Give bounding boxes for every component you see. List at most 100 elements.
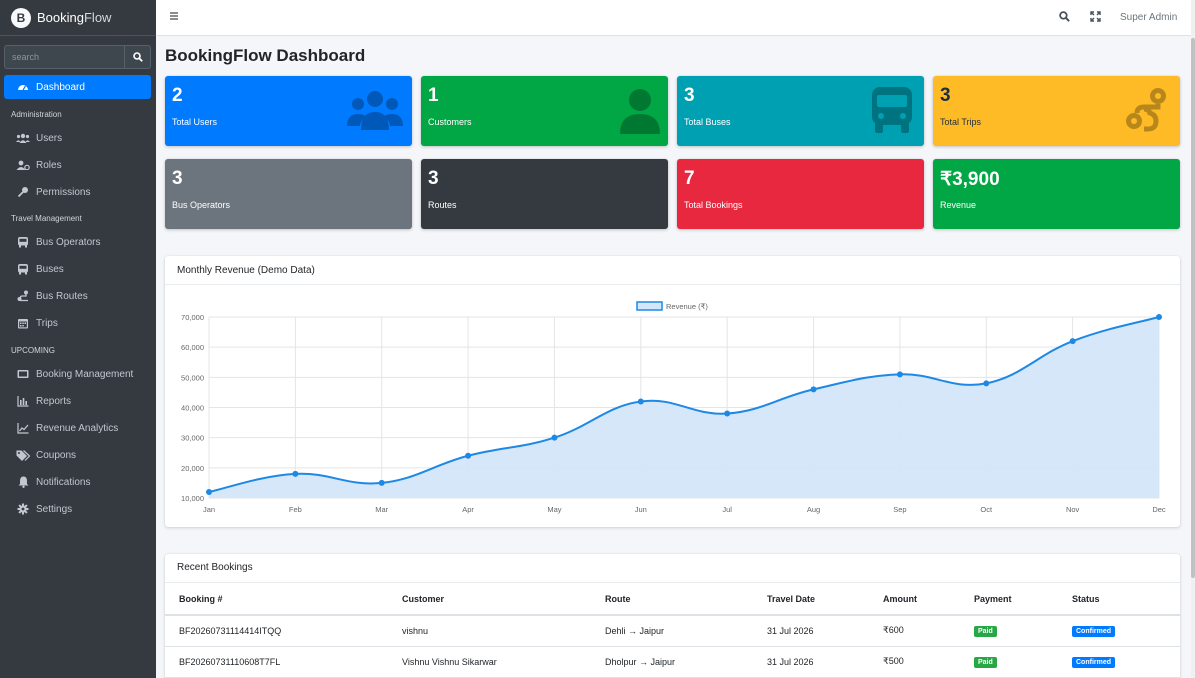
sidebar-item-reports[interactable]: Reports bbox=[4, 389, 151, 413]
card-header bbox=[165, 256, 1180, 285]
y-tick-label: 70,000 bbox=[181, 313, 204, 322]
sidebar-item-buses[interactable]: Buses bbox=[4, 257, 151, 281]
status-badge: Confirmed bbox=[1072, 625, 1115, 637]
sidebar-item-trips[interactable]: Trips bbox=[4, 311, 151, 335]
sidebar-item-booking-management[interactable]: Booking Management bbox=[4, 362, 151, 386]
x-tick-label: Aug bbox=[807, 505, 820, 514]
sidebar-item-label: Notifications bbox=[36, 476, 91, 488]
revenue-series-line bbox=[208, 316, 1160, 493]
booking-id: BF20260731114414ITQQ bbox=[165, 615, 388, 647]
payment-badge: Paid bbox=[974, 656, 997, 668]
x-tick-label: Nov bbox=[1066, 505, 1080, 514]
sidebar-item-label: Roles bbox=[36, 159, 62, 171]
stat-label: Customers bbox=[428, 117, 472, 127]
sidebar-item-users[interactable]: Users bbox=[4, 126, 151, 150]
page-title: BookingFlow Dashboard bbox=[165, 46, 366, 65]
x-tick-label: Jul bbox=[722, 505, 732, 514]
data-point bbox=[551, 434, 558, 441]
legend-swatch bbox=[636, 301, 663, 311]
stat-card-bus-operators[interactable]: 3 Bus Operators bbox=[165, 159, 412, 229]
roles-icon bbox=[16, 159, 30, 171]
status-cell: Confirmed bbox=[1058, 615, 1180, 647]
route: Dehli → Jaipur bbox=[591, 615, 753, 647]
x-tick-label: Dec bbox=[1152, 505, 1166, 514]
x-tick-label: Jan bbox=[203, 505, 215, 514]
recent-bookings-card: Recent Bookings Booking # Customer Route… bbox=[165, 554, 1180, 678]
stat-card-total-buses[interactable]: 3 Total Buses bbox=[677, 76, 924, 146]
sidebar-item-dashboard[interactable]: Dashboard bbox=[4, 75, 151, 99]
stat-label: Total Bookings bbox=[684, 200, 743, 210]
gear-icon bbox=[16, 503, 30, 515]
bus-icon bbox=[872, 87, 912, 133]
amount: ₹500 bbox=[869, 646, 960, 678]
sidebar-item-bus-operators[interactable]: Bus Operators bbox=[4, 230, 151, 254]
x-tick-label: Oct bbox=[980, 505, 993, 514]
stat-label: Bus Operators bbox=[172, 200, 231, 210]
users-icon bbox=[16, 132, 30, 144]
y-tick-label: 10,000 bbox=[181, 494, 204, 503]
sidebar-search bbox=[4, 45, 151, 69]
search-icon bbox=[1059, 11, 1070, 22]
sidebar-item-label: Permissions bbox=[36, 186, 91, 198]
travel-date: 31 Jul 2026 bbox=[753, 615, 869, 647]
sidebar-item-label: Bus Routes bbox=[36, 290, 88, 302]
y-tick-label: 40,000 bbox=[181, 404, 204, 413]
table-row[interactable]: BF20260731114414ITQQ vishnu Dehli → Jaip… bbox=[165, 615, 1180, 647]
sidebar-item-roles[interactable]: Roles bbox=[4, 153, 151, 177]
sidebar-search-button[interactable] bbox=[124, 45, 151, 69]
navbar-search-button[interactable] bbox=[1059, 11, 1070, 25]
ticket-icon bbox=[16, 368, 30, 380]
data-point bbox=[1156, 314, 1162, 320]
column-header: Amount bbox=[869, 584, 960, 616]
card-title: Recent Bookings bbox=[177, 562, 253, 573]
sidebar-item-permissions[interactable]: Permissions bbox=[4, 180, 151, 204]
stat-card-routes[interactable]: 3 Routes bbox=[421, 159, 668, 229]
sidebar-item-label: Settings bbox=[36, 503, 73, 515]
x-tick-label: Jun bbox=[635, 505, 647, 514]
column-header: Payment bbox=[960, 584, 1058, 616]
sidebar-item-label: Trips bbox=[36, 317, 58, 329]
scrollbar-thumb[interactable] bbox=[1191, 38, 1195, 578]
page-scrollbar[interactable] bbox=[1191, 0, 1195, 678]
top-navbar: Super Admin bbox=[156, 0, 1195, 36]
menu-toggle-button[interactable] bbox=[169, 11, 179, 24]
sidebar-search-input[interactable] bbox=[4, 45, 124, 69]
nav-header-upcoming: UPCOMING bbox=[11, 346, 55, 355]
bar-chart-icon bbox=[16, 395, 30, 407]
status-cell: Confirmed bbox=[1058, 646, 1180, 678]
stat-card-total-users[interactable]: 2 Total Users bbox=[165, 76, 412, 146]
stat-card-total-bookings[interactable]: 7 Total Bookings bbox=[677, 159, 924, 229]
sidebar-item-notifications[interactable]: Notifications bbox=[4, 470, 151, 494]
key-icon bbox=[16, 186, 30, 198]
revenue-chart-card: Monthly Revenue (Demo Data) 10,000 20,000… bbox=[165, 256, 1180, 527]
payment-cell: Paid bbox=[960, 615, 1058, 647]
x-tick-label: Sep bbox=[893, 505, 906, 514]
stat-card-revenue[interactable]: ₹3,900 Revenue bbox=[933, 159, 1180, 229]
stat-card-total-trips[interactable]: 3 Total Trips bbox=[933, 76, 1180, 146]
customer-name: Vishnu Vishnu Sikarwar bbox=[388, 646, 591, 678]
revenue-line-chart: 10,000 20,000 30,000 40,000 50,000 60,000 70,0… bbox=[181, 301, 1166, 514]
user-menu[interactable]: Super Admin bbox=[1120, 12, 1178, 23]
stat-card-customers[interactable]: 1 Customers bbox=[421, 76, 668, 146]
table-row[interactable]: BF20260731110608T7FL Vishnu Vishnu Sikar… bbox=[165, 646, 1180, 678]
x-tick-label: Feb bbox=[289, 505, 302, 514]
sidebar-item-label: Coupons bbox=[36, 449, 77, 461]
sidebar-item-bus-routes[interactable]: Bus Routes bbox=[4, 284, 151, 308]
sidebar-item-label: Booking Management bbox=[36, 368, 134, 380]
stat-label: Total Trips bbox=[940, 117, 982, 127]
column-header: Booking # bbox=[165, 584, 388, 616]
column-header: Travel Date bbox=[753, 584, 869, 616]
bus-icon bbox=[16, 236, 30, 248]
search-icon bbox=[132, 52, 143, 62]
sidebar-item-settings[interactable]: Settings bbox=[4, 497, 151, 521]
stat-value: 3 bbox=[172, 168, 183, 189]
brand-link[interactable]: B BookingFlow bbox=[0, 0, 156, 36]
fullscreen-button[interactable] bbox=[1090, 11, 1101, 25]
column-header: Status bbox=[1058, 584, 1180, 616]
sidebar-item-label: Buses bbox=[36, 263, 64, 275]
legend-label: Revenue (₹) bbox=[666, 302, 708, 311]
sidebar-item-label: Reports bbox=[36, 395, 72, 407]
sidebar-item-coupons[interactable]: Coupons bbox=[4, 443, 151, 467]
sidebar-item-revenue-analytics[interactable]: Revenue Analytics bbox=[4, 416, 151, 440]
stat-value: 3 bbox=[428, 168, 439, 189]
